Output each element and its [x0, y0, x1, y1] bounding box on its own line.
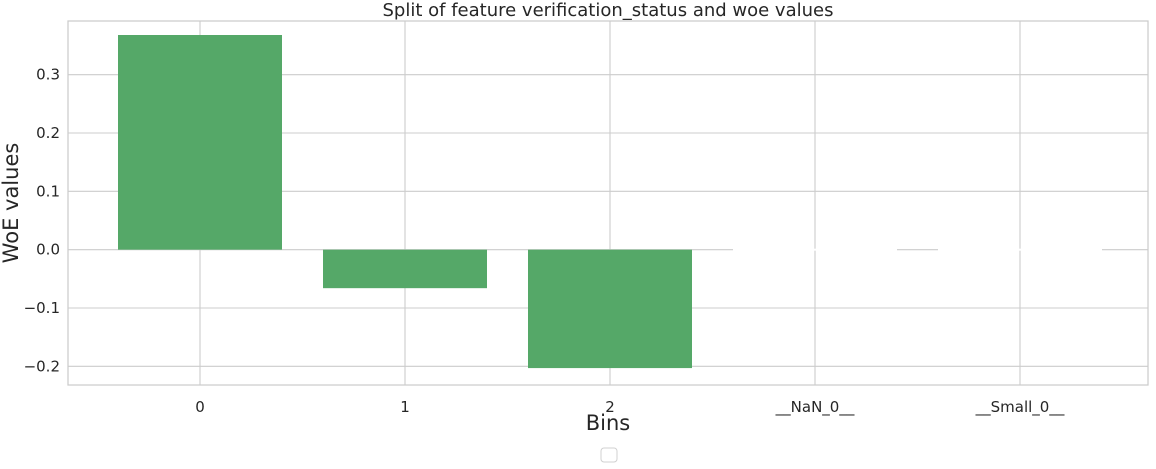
y-tick-label: −0.2: [24, 357, 60, 375]
bar: [733, 248, 897, 251]
y-tick-label: 0.2: [36, 124, 60, 142]
x-tick-label: 0: [195, 398, 205, 416]
x-tick-label: __NaN_0__: [775, 398, 855, 417]
x-tick-label: __Small_0__: [975, 398, 1065, 417]
x-tick-label: 2: [605, 398, 615, 416]
y-tick-labels: 0.3 0.2 0.1 0.0 −0.1 −0.2: [24, 66, 60, 376]
x-axis-label: Bins: [586, 411, 631, 435]
bar: [323, 249, 487, 289]
bars: [118, 35, 1102, 369]
chart-title: Split of feature verification_status and…: [383, 0, 834, 21]
y-tick-label: 0.1: [36, 182, 60, 200]
y-tick-label: 0.0: [36, 241, 60, 259]
bar: [118, 35, 282, 250]
legend-box: [600, 447, 618, 463]
y-axis-label: WoE values: [0, 143, 23, 264]
bar: [938, 248, 1102, 251]
x-tick-label: 1: [400, 398, 410, 416]
x-tick-labels: 0 1 2 __NaN_0__ __Small_0__: [195, 398, 1065, 417]
y-tick-label: −0.1: [24, 299, 60, 317]
bar: [528, 249, 692, 369]
y-tick-label: 0.3: [36, 66, 60, 84]
